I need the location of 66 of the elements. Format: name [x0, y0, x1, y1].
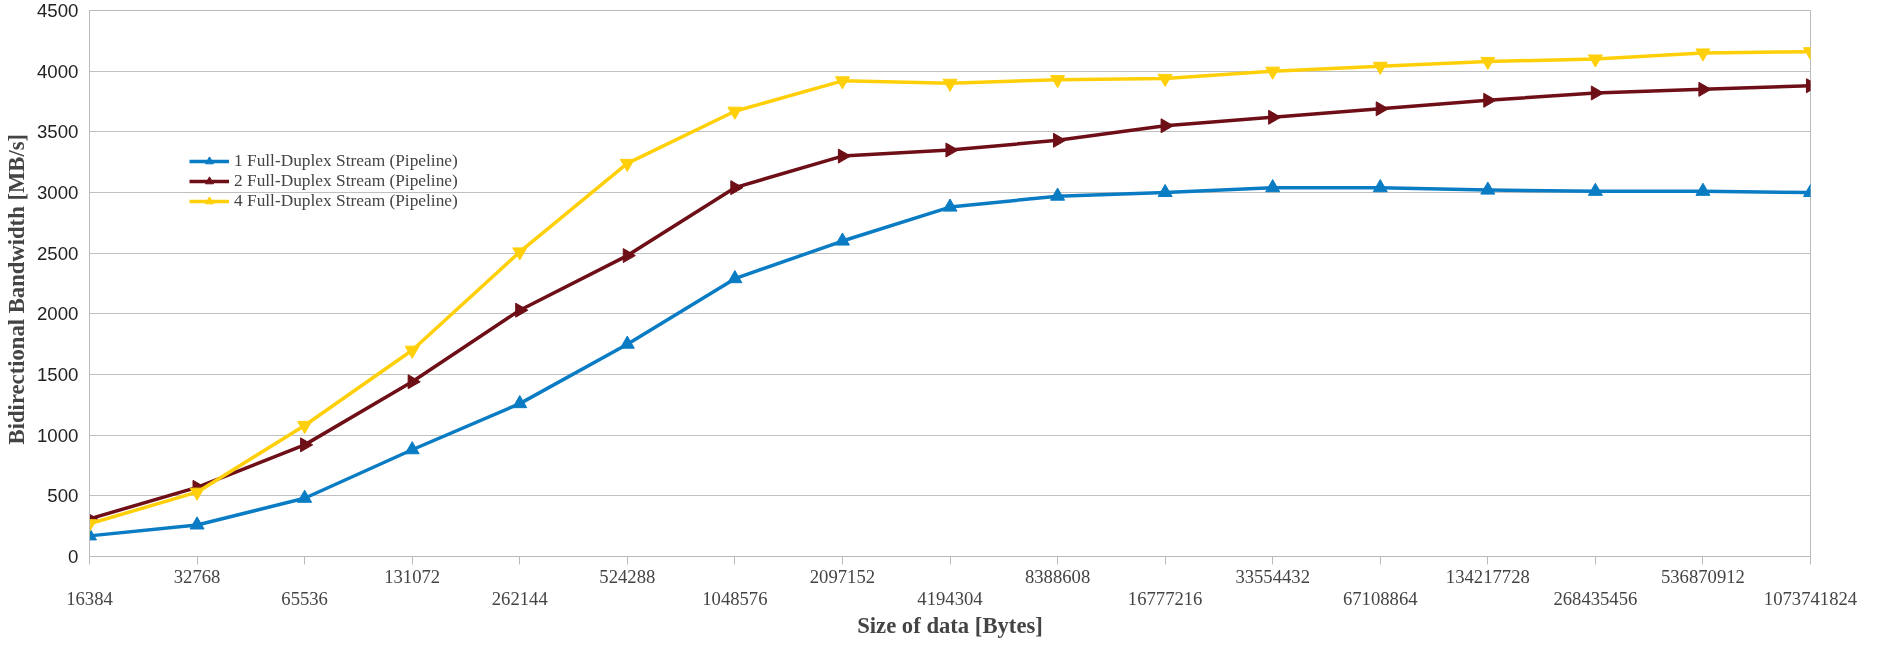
y-tick-label: 1500 — [37, 364, 79, 385]
y-tick-label: 2000 — [37, 303, 79, 325]
point — [942, 78, 958, 92]
x-axis-title: Size of data [Bytes] — [857, 612, 1043, 638]
point — [730, 180, 744, 196]
y-tick-label: 3500 — [37, 121, 79, 143]
point — [619, 158, 635, 172]
point — [297, 489, 313, 503]
y-tick-label: 3000 — [37, 182, 79, 203]
point — [300, 437, 314, 453]
point — [1265, 66, 1281, 80]
point — [189, 516, 205, 530]
x-tick-label: 1048576 — [702, 587, 768, 609]
point — [1265, 179, 1281, 193]
point — [1375, 101, 1389, 117]
x-tick-label: 131072 — [384, 565, 441, 587]
x-tick-label: 2097152 — [809, 565, 876, 587]
point — [1050, 75, 1066, 89]
legend-label: 1 Full-Duplex Stream (Pipeline) — [234, 151, 458, 171]
point — [404, 441, 420, 455]
legend-label: 4 Full-Duplex Stream (Pipeline) — [234, 191, 458, 211]
y-tick-label: 4500 — [37, 0, 79, 21]
x-tick-label: 4194304 — [917, 587, 984, 609]
y-tick-label: 4000 — [37, 60, 79, 82]
x-tick-label: 524288 — [599, 565, 656, 587]
point — [1698, 81, 1712, 97]
point — [1480, 56, 1496, 71]
y-tick-label: 0 — [68, 546, 79, 567]
point — [407, 374, 421, 390]
legend-label: 2 Full-Duplex Stream (Pipeline) — [234, 171, 458, 191]
x-tick-label: 262144 — [491, 587, 549, 609]
x-tick-label: 536870912 — [1660, 565, 1745, 587]
x-tick-label: 65536 — [281, 587, 328, 609]
point — [1160, 118, 1174, 134]
point — [727, 106, 743, 120]
point — [512, 395, 528, 409]
x-tick-label: 8388608 — [1024, 565, 1091, 587]
x-tick-label: 67108864 — [1342, 587, 1419, 609]
x-tick-label: 1073741824 — [1763, 587, 1858, 609]
point — [727, 270, 743, 284]
point — [1372, 61, 1388, 75]
point — [1157, 73, 1173, 88]
x-tick-label: 134217728 — [1445, 565, 1530, 587]
point — [1483, 92, 1497, 108]
y-tick-label: 1000 — [37, 424, 79, 446]
point — [1053, 132, 1067, 148]
point — [834, 76, 850, 90]
point — [1695, 48, 1711, 62]
x-tick-label: 268435456 — [1553, 587, 1638, 609]
x-tick-label: 16777216 — [1127, 587, 1203, 609]
x-tick-label: 33554432 — [1235, 565, 1310, 587]
point — [619, 335, 635, 349]
point — [1372, 179, 1388, 193]
x-tick-label: 32768 — [173, 565, 221, 587]
point — [515, 302, 529, 318]
y-tick-label: 500 — [47, 485, 79, 507]
point — [1590, 85, 1604, 101]
point — [1587, 54, 1603, 68]
x-tick-label: 16384 — [66, 587, 114, 609]
point — [945, 142, 959, 158]
point — [622, 248, 636, 264]
point — [1268, 109, 1282, 125]
point — [837, 148, 852, 164]
y-axis-title: Bidirectional Bandwidth [MB/s] — [4, 133, 29, 445]
point — [834, 232, 850, 246]
y-tick-label: 2500 — [37, 242, 79, 264]
